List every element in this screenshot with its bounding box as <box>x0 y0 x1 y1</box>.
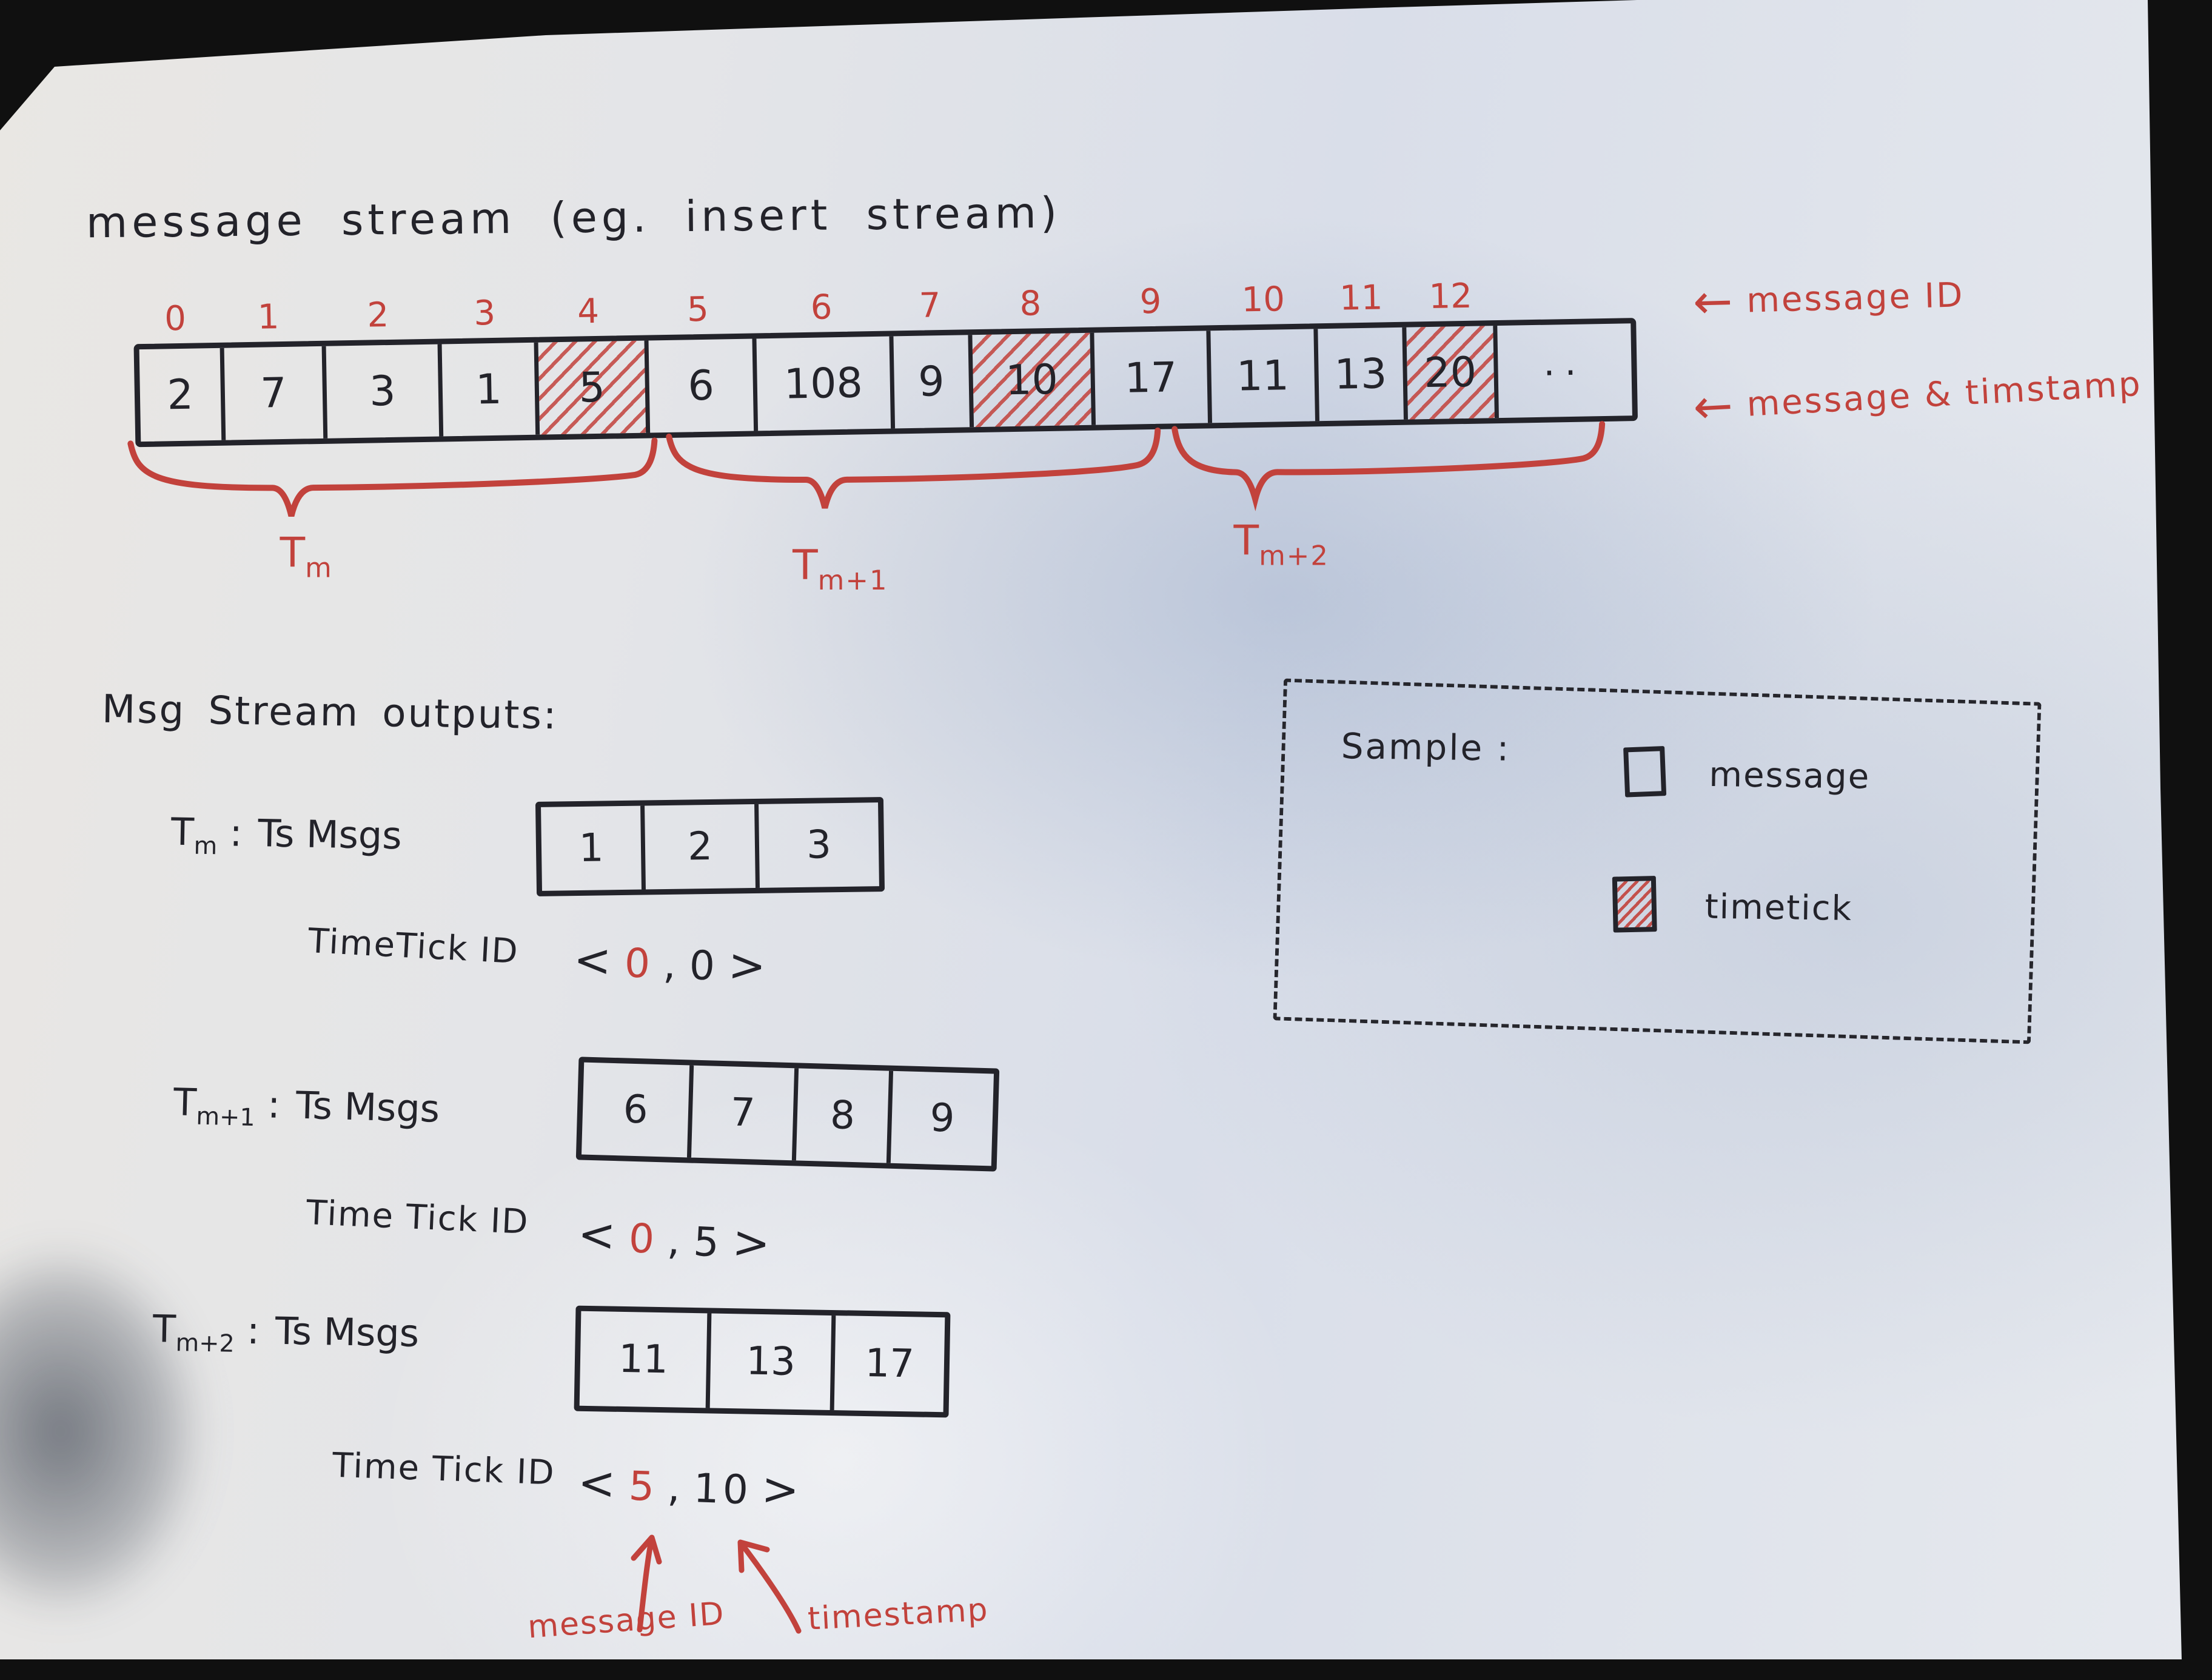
index-slot: 1 <box>217 297 320 343</box>
stream-cell-message: 2 <box>139 348 226 442</box>
stream-index: 4 <box>577 292 600 337</box>
stream-index: 10 <box>1241 280 1285 324</box>
stream-index: 0 <box>164 299 187 344</box>
msg-cell: 13 <box>710 1314 836 1411</box>
stream-cell-message: 1 <box>442 343 540 437</box>
annotation-message-timestamp: ←message & timstamp <box>1692 357 2143 435</box>
index-slot: 9 <box>1091 281 1209 327</box>
index-slot: 12 <box>1405 276 1496 322</box>
msg-cell: 11 <box>580 1311 712 1408</box>
stream-cell-message: 7 <box>224 346 327 440</box>
stream-cell-message: 9 <box>893 335 974 428</box>
message-stream-diagram: 0 1 2 3 4 5 6 7 8 9 10 11 12 2 7 3 1 5 <box>133 256 1642 682</box>
message-symbol-icon <box>1623 746 1666 798</box>
msg-cell: 8 <box>796 1068 893 1163</box>
output-label-tm: Tm:Ts Msgs <box>170 810 402 864</box>
index-slot: 4 <box>532 291 645 337</box>
timetick-id-value: <0,5> <box>572 1208 780 1271</box>
timetick-id-value: <0,0> <box>568 933 776 993</box>
ts-msgs-box-tm: 1 2 3 <box>535 797 885 896</box>
stream-cell-message: 17 <box>1094 331 1212 425</box>
stream-index: 1 <box>257 297 280 342</box>
index-slot: 3 <box>436 293 533 339</box>
annotation-message-id: ←message ID <box>1692 268 1965 330</box>
brace-tm2 <box>1175 422 1603 500</box>
outputs-heading: Msg Stream outputs: <box>102 687 558 738</box>
stream-cell-ellipsis: .. <box>1497 323 1632 418</box>
index-slot: 6 <box>751 287 891 334</box>
index-slot: 5 <box>643 289 752 335</box>
stream-index: 6 <box>810 287 833 332</box>
index-slot: 0 <box>133 298 218 344</box>
brace-tm <box>130 434 655 519</box>
stream-cell-timetick: 5 <box>538 340 650 434</box>
page-title: message stream (eg. insert stream) <box>86 188 1062 248</box>
timetick-symbol-icon <box>1612 876 1657 932</box>
index-slot: 11 <box>1317 278 1406 324</box>
stream-index: 8 <box>1019 284 1042 329</box>
timetick-id-label: Time Tick ID <box>332 1446 556 1493</box>
stream-cell-message: 3 <box>326 344 443 438</box>
stream-index: 7 <box>919 286 941 331</box>
ts-msgs-box-tm1: 6 7 8 9 <box>576 1057 999 1171</box>
left-arrow-icon: ← <box>1692 274 1735 330</box>
stream-index: 11 <box>1339 278 1384 323</box>
index-slot: 7 <box>891 285 970 331</box>
timetick-id-value: <5,10> <box>572 1456 809 1516</box>
stream-cell-timetick: 10 <box>972 333 1096 427</box>
stream-cell-timetick: 20 <box>1406 326 1499 420</box>
legend-item-message: message <box>1709 755 1871 797</box>
output-label-tm2: Tm+2:Ts Msgs <box>152 1306 419 1361</box>
msg-cell: 3 <box>759 802 879 888</box>
msg-cell: 9 <box>891 1071 994 1166</box>
brace-tm1 <box>669 428 1159 511</box>
output-label-tm1: Tm+1:Ts Msgs <box>173 1080 440 1137</box>
legend-item-timetick: timetick <box>1704 887 1852 929</box>
stream-cell-message: 11 <box>1210 329 1319 423</box>
legend-box: Sample : message timetick <box>1273 679 2041 1044</box>
window-label-tm: Tm <box>280 529 333 583</box>
window-label-tm1: Tm+1 <box>793 542 888 596</box>
stream-cell-message: 6 <box>649 338 758 432</box>
stream-index: 5 <box>687 290 709 335</box>
index-slot: 2 <box>319 295 437 341</box>
stream-index: 3 <box>474 294 496 338</box>
legend-title: Sample : <box>1341 725 1510 769</box>
window-label-tm2: Tm+2 <box>1234 517 1329 571</box>
msg-cell: 17 <box>834 1315 945 1412</box>
timetick-id-label: Time Tick ID <box>306 1193 530 1242</box>
msg-cell: 2 <box>645 804 760 890</box>
stream-index: 2 <box>367 295 389 340</box>
ts-msgs-box-tm2: 11 13 17 <box>574 1306 951 1418</box>
up-left-arrow-icon <box>740 1542 799 1631</box>
msg-cell: 1 <box>541 805 646 890</box>
stream-cell-message: 108 <box>756 336 895 431</box>
msg-cell: 6 <box>581 1063 694 1158</box>
stream-cell-message: 13 <box>1318 328 1407 422</box>
stream-index: 9 <box>1139 282 1162 327</box>
left-arrow-icon: ← <box>1692 378 1736 435</box>
stream-index: 12 <box>1429 277 1473 321</box>
timetick-id-label: TimeTick ID <box>307 921 520 972</box>
msg-cell: 7 <box>691 1066 799 1161</box>
index-slot: 8 <box>968 283 1092 330</box>
index-slot: 10 <box>1209 279 1318 325</box>
